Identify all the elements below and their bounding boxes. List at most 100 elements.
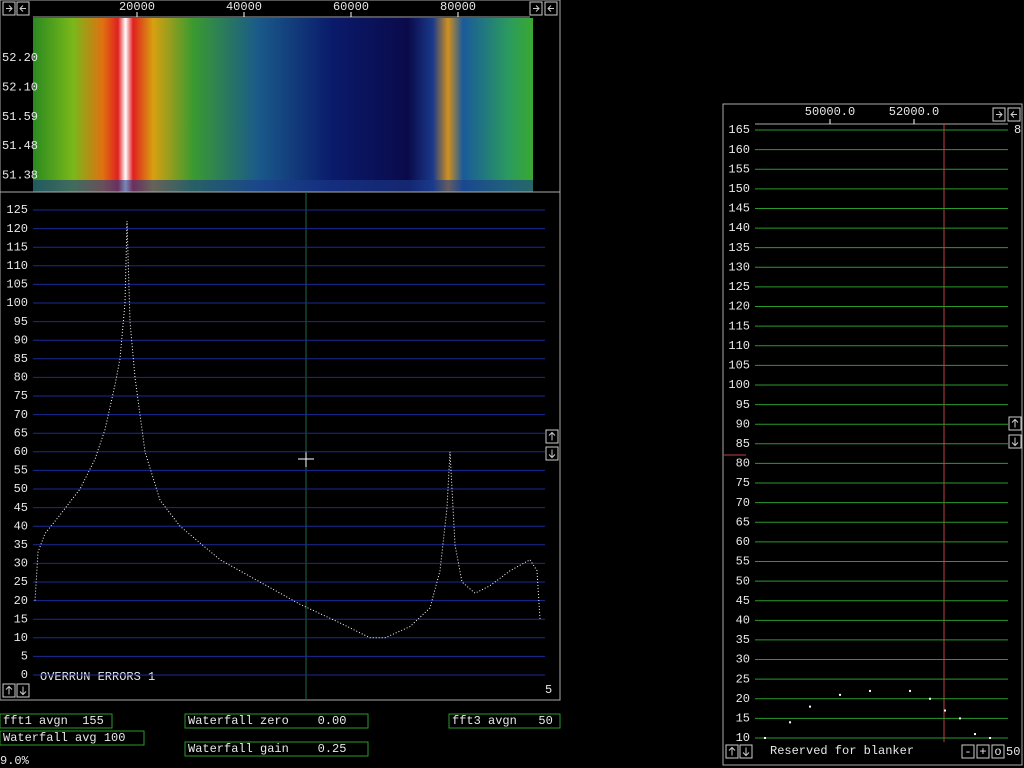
- bottom-value: 50: [1006, 745, 1020, 759]
- load-text: 9.0%: [0, 754, 30, 768]
- button-icon: [19, 5, 26, 12]
- y-tick-label: 10: [14, 631, 28, 645]
- status-box[interactable]: [184, 713, 369, 729]
- status-box[interactable]: [0, 713, 113, 729]
- waterfall-base: [33, 180, 533, 192]
- y-tick-label: 100: [728, 378, 750, 392]
- crosshair: [298, 451, 314, 467]
- y-tick-label: 120: [728, 300, 750, 314]
- button-icon: [1010, 111, 1017, 118]
- status-text: fft3 avgn 50: [452, 714, 553, 728]
- y-tick-label: 20: [14, 594, 28, 608]
- button-icon: [548, 431, 556, 441]
- freq-tick-label: 50000.0: [805, 105, 855, 119]
- corner-value: 8: [1014, 123, 1021, 137]
- y-tick-label: 105: [728, 359, 750, 373]
- y-tick-label: 125: [6, 203, 28, 217]
- status-box[interactable]: [0, 730, 145, 746]
- y-tick-label: 80: [736, 457, 750, 471]
- status-text: fft1 avgn 155: [3, 714, 104, 728]
- spectrum-dot: [944, 709, 947, 712]
- y-tick-label: 75: [14, 389, 28, 403]
- y-tick-label: 40: [736, 613, 750, 627]
- y-tick-label: 55: [736, 555, 750, 569]
- y-tick-label: 75: [736, 476, 750, 490]
- blanker-label: Reserved for blanker: [770, 744, 914, 758]
- y-tick-label: 65: [14, 426, 28, 440]
- control-button-label: -: [964, 745, 971, 759]
- spectrum-dot: [929, 697, 932, 700]
- spectrum-dot: [909, 689, 912, 692]
- y-tick-label: 45: [14, 501, 28, 515]
- y-tick-label: 90: [736, 417, 750, 431]
- waterfall-label: 52.20: [2, 51, 38, 65]
- y-tick-label: 125: [728, 280, 750, 294]
- button-icon: [1011, 437, 1019, 447]
- spectrum-dot: [989, 737, 992, 739]
- waterfall-label: 51.48: [2, 139, 38, 153]
- y-tick-label: 65: [736, 515, 750, 529]
- y-tick-label: 40: [14, 519, 28, 533]
- spectrum-dot: [973, 733, 976, 736]
- y-tick-label: 30: [736, 653, 750, 667]
- y-tick-label: 70: [736, 496, 750, 510]
- overrun-message: OVERRUN ERRORS 1: [40, 670, 155, 684]
- control-button-label: o: [994, 745, 1001, 759]
- spectrum-dot: [839, 693, 842, 696]
- waterfall-label: 52.10: [2, 80, 38, 94]
- control-button[interactable]: [976, 744, 990, 759]
- control-button-label: +: [979, 745, 986, 759]
- button-icon: [6, 5, 13, 12]
- y-tick-label: 35: [736, 633, 750, 647]
- corner-value: 5: [545, 683, 552, 697]
- y-tick-label: 85: [14, 352, 28, 366]
- y-tick-label: 140: [728, 221, 750, 235]
- button-icon: [548, 449, 556, 459]
- waterfall-label: 51.38: [2, 168, 38, 182]
- button-icon: [996, 111, 1003, 118]
- y-tick-label: 85: [736, 437, 750, 451]
- button-icon: [5, 685, 13, 695]
- freq-tick-label: 20000: [119, 0, 155, 14]
- spectrum-dot: [868, 689, 871, 692]
- button-icon: [728, 746, 736, 756]
- y-tick-label: 115: [728, 319, 750, 333]
- y-tick-label: 5: [21, 650, 28, 664]
- freq-tick-label: 80000: [440, 0, 476, 14]
- spectrum-dot: [809, 705, 812, 708]
- y-tick-label: 115: [6, 240, 28, 254]
- y-tick-label: 80: [14, 371, 28, 385]
- y-tick-label: 110: [728, 339, 750, 353]
- y-tick-label: 135: [728, 241, 750, 255]
- status-box[interactable]: [448, 713, 561, 729]
- y-tick-label: 60: [736, 535, 750, 549]
- y-tick-label: 150: [728, 182, 750, 196]
- y-tick-label: 60: [14, 445, 28, 459]
- right-frame: [722, 103, 1023, 766]
- y-tick-label: 0: [21, 668, 28, 682]
- control-button[interactable]: [961, 744, 975, 759]
- button-icon: [1011, 418, 1019, 428]
- button-icon: [547, 5, 554, 12]
- status-box[interactable]: [184, 741, 369, 757]
- y-tick-label: 70: [14, 408, 28, 422]
- y-tick-label: 35: [14, 538, 28, 552]
- control-button[interactable]: [991, 744, 1005, 759]
- y-tick-label: 130: [728, 260, 750, 274]
- waterfall-label: 51.59: [2, 110, 38, 124]
- y-tick-label: 50: [14, 482, 28, 496]
- y-tick-label: 110: [6, 259, 28, 273]
- freq-tick-label: 60000: [333, 0, 369, 14]
- y-tick-label: 15: [736, 712, 750, 726]
- status-text: Waterfall gain 0.25: [188, 742, 346, 756]
- y-tick-label: 30: [14, 557, 28, 571]
- y-tick-label: 10: [736, 731, 750, 745]
- button-icon: [19, 686, 27, 696]
- waterfall: [33, 18, 533, 192]
- y-tick-label: 55: [14, 464, 28, 478]
- y-tick-label: 160: [728, 143, 750, 157]
- y-tick-label: 155: [728, 162, 750, 176]
- button-icon: [533, 5, 540, 12]
- y-tick-label: 100: [6, 296, 28, 310]
